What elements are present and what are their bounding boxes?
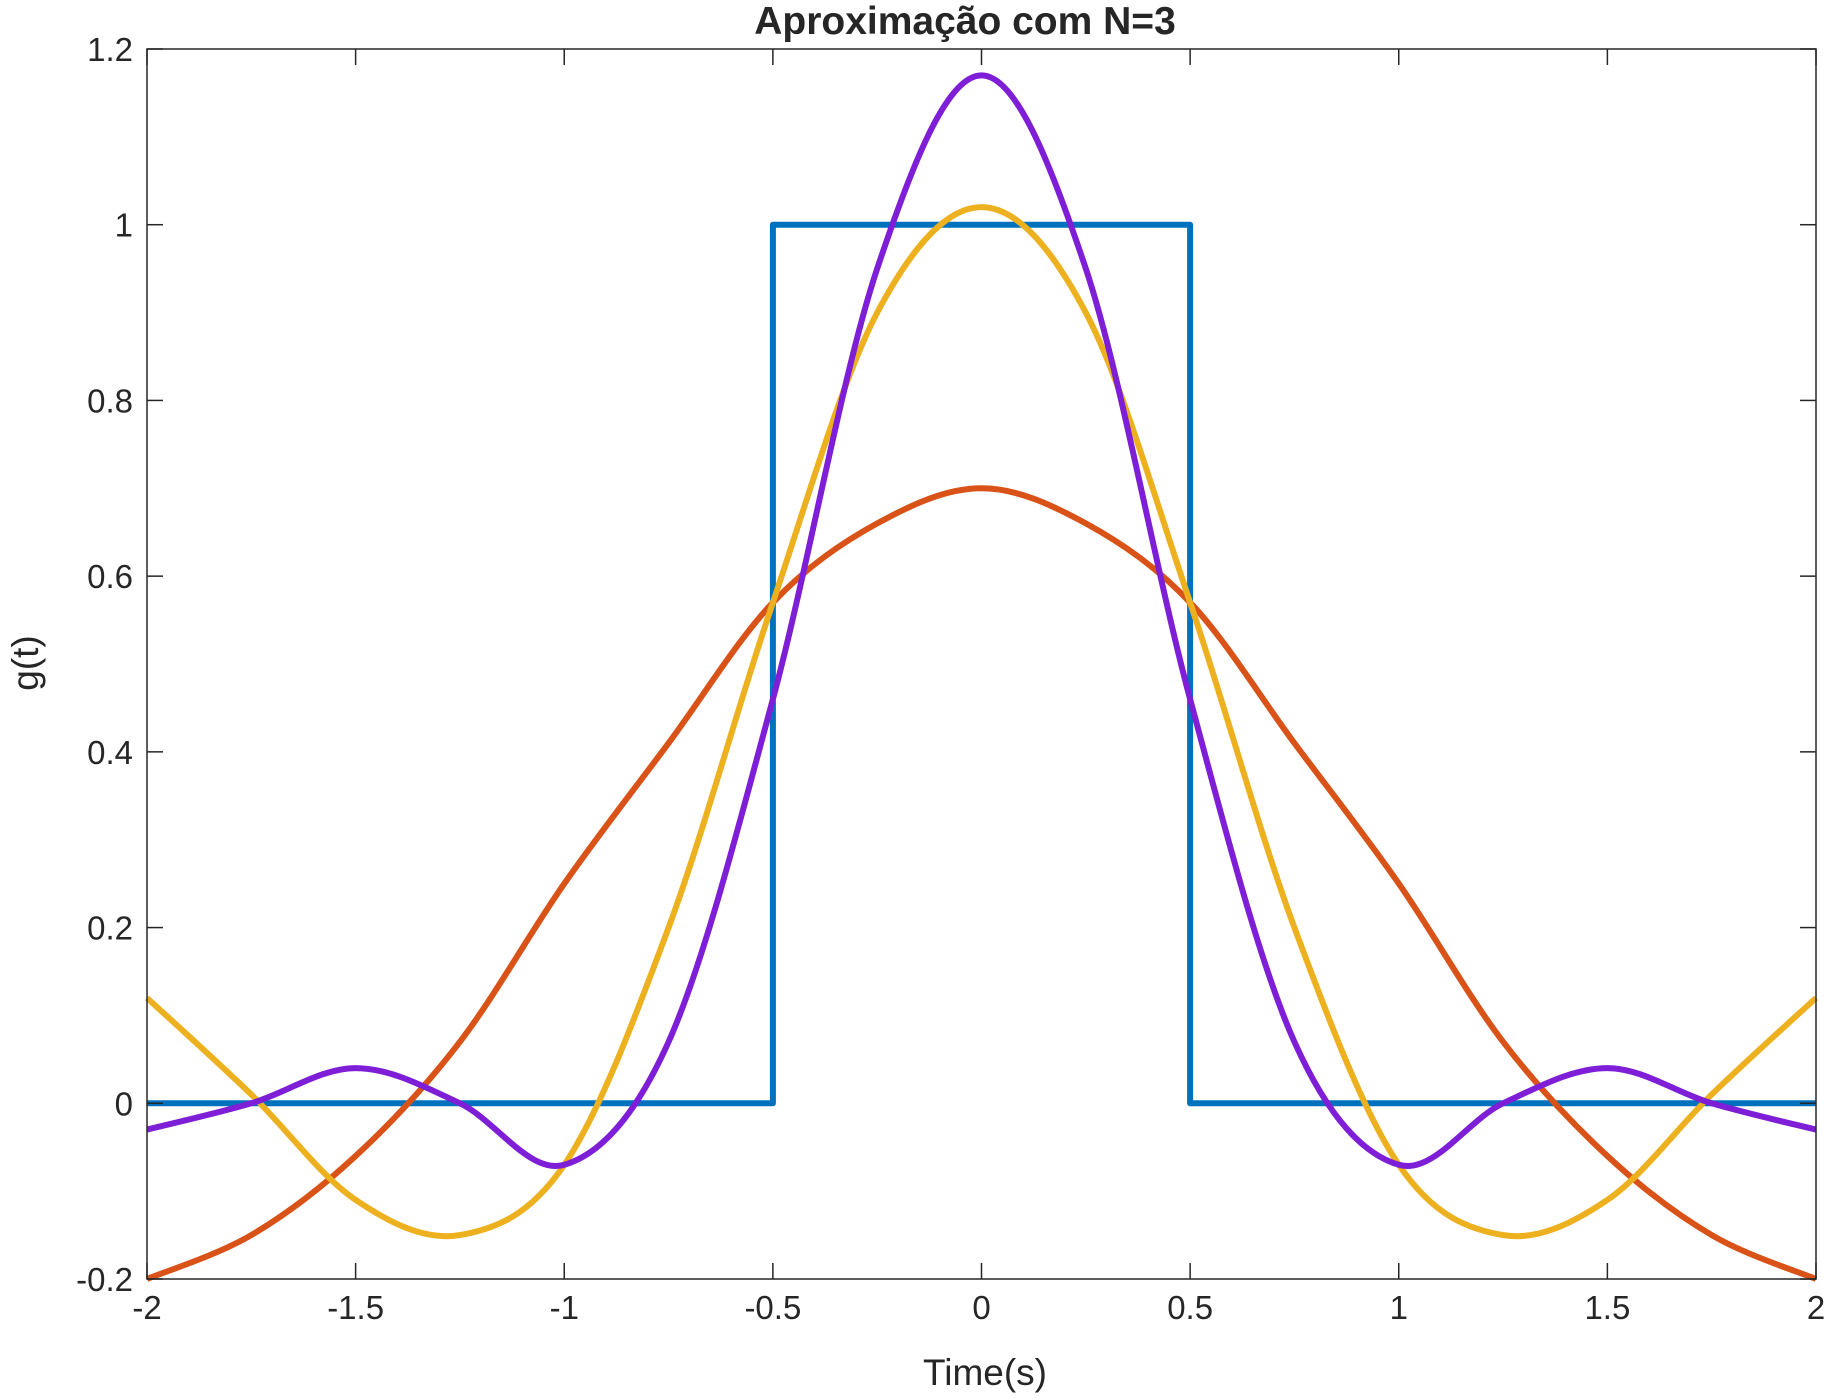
x-tick-label: -2 <box>132 1289 161 1326</box>
y-tick-label: 1.2 <box>87 31 133 68</box>
y-tick-label: 0.8 <box>87 382 133 419</box>
series-line-1 <box>147 221 1816 1107</box>
y-tick-label: 0 <box>115 1085 133 1122</box>
y-tick-label: -0.2 <box>76 1261 133 1298</box>
x-tick-label: 0 <box>972 1289 990 1326</box>
y-tick-label: 0.6 <box>87 558 133 595</box>
ticks-layer: -2 -1.5 -1 -0.5 0 0.5 1 1.5 2 -0.2 0 0.2 0.4 0.6 0.8 1 1… <box>76 31 1825 1326</box>
axes-box <box>146 48 1817 1280</box>
x-tick-label: 1.5 <box>1584 1289 1630 1326</box>
series-layer <box>144 72 1819 1282</box>
series-line-4 <box>146 72 1817 1170</box>
axes-layer <box>146 48 1817 1280</box>
x-tick-label: 0.5 <box>1167 1289 1213 1326</box>
x-tick-label: -0.5 <box>744 1289 801 1326</box>
x-tick-label: 2 <box>1807 1289 1825 1326</box>
y-tick-label: 1 <box>115 207 133 244</box>
y-tick-label: 0.4 <box>87 734 133 771</box>
y-axis-label: g(t) <box>5 635 46 691</box>
x-tick-label: -1 <box>550 1289 579 1326</box>
x-tick-label: 1 <box>1390 1289 1408 1326</box>
y-tick-label: 0.2 <box>87 910 133 947</box>
x-axis-label: Time(s) <box>923 1352 1047 1393</box>
chart-title: Aproximação com N=3 <box>754 0 1176 43</box>
series-line-3 <box>144 204 1819 1240</box>
x-tick-label: -1.5 <box>327 1289 384 1326</box>
series-line-2 <box>145 485 1818 1282</box>
